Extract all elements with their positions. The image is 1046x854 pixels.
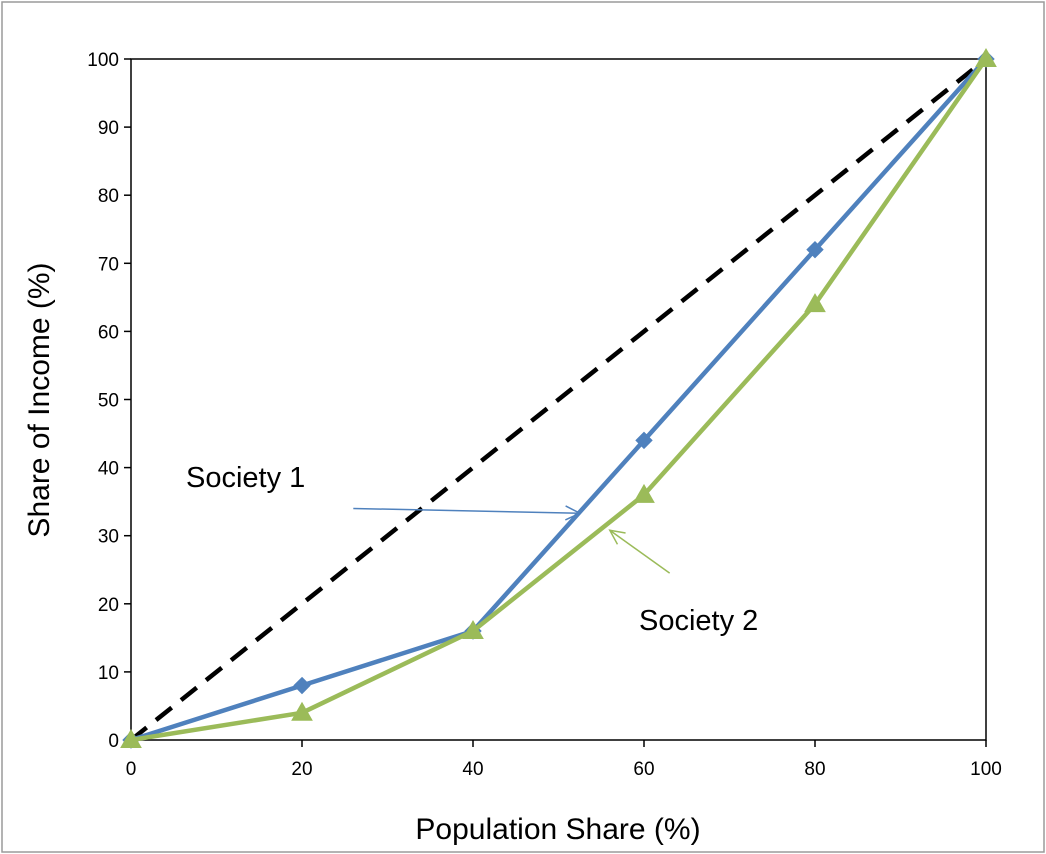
y-axis-title: Share of Income (%) (23, 262, 56, 537)
point-society2 (804, 293, 826, 313)
point-society1 (806, 240, 824, 259)
point-society2 (975, 47, 997, 67)
y-tick-label: 80 (98, 186, 119, 207)
annotation-arrowhead-2 (608, 529, 626, 545)
x-tick-label: 80 (804, 759, 825, 780)
series-line-equality (129, 57, 988, 742)
y-tick-label: 60 (98, 322, 119, 343)
point-society2 (120, 728, 142, 748)
annotation-society-2-label: Society 2 (639, 605, 758, 637)
x-tick-label: 0 (126, 759, 137, 780)
series-line-society1 (130, 57, 988, 743)
point-society2 (633, 483, 655, 503)
y-tick-label: 20 (98, 595, 119, 616)
y-tick-label: 50 (98, 391, 119, 412)
x-tick-label: 20 (291, 759, 312, 780)
annotation-arrowhead-1 (565, 505, 582, 521)
y-tick-label: 0 (108, 731, 119, 752)
annotation-society-1-label: Society 1 (186, 462, 305, 494)
y-tick-label: 30 (98, 527, 119, 548)
y-tick-label: 10 (98, 663, 119, 684)
point-society2 (291, 701, 313, 721)
point-society1 (635, 431, 653, 450)
annotation-arrow-1 (353, 507, 580, 514)
x-tick-label: 40 (462, 759, 483, 780)
x-axis-title: Population Share (%) (415, 813, 700, 846)
point-society2 (462, 620, 484, 640)
y-tick-label: 40 (98, 459, 119, 480)
y-tick-label: 90 (98, 118, 119, 139)
y-tick-label: 100 (87, 50, 119, 71)
y-tick-label: 70 (98, 254, 119, 275)
point-society1 (293, 676, 311, 695)
x-tick-label: 60 (633, 759, 654, 780)
x-tick-label: 100 (970, 759, 1002, 780)
annotation-arrow-2 (609, 529, 671, 574)
series-line-society2 (130, 57, 988, 743)
